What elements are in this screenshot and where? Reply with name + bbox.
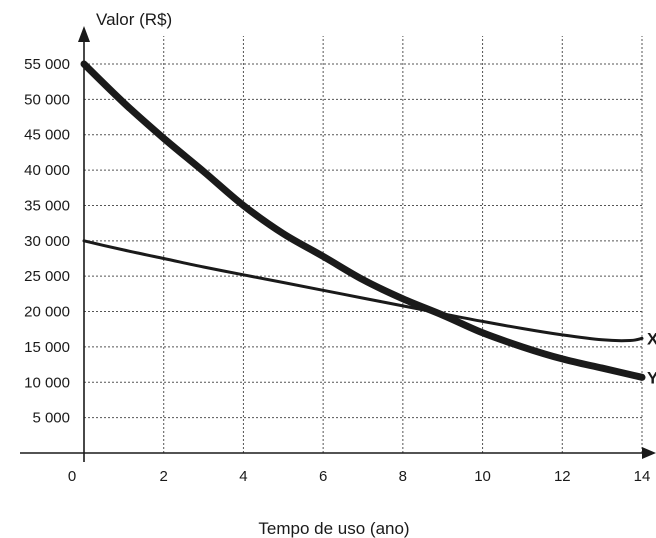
y-tick-label: 10 000 bbox=[24, 374, 70, 391]
y-axis-title: Valor (R$) bbox=[96, 10, 172, 29]
x-tick-label: 14 bbox=[634, 468, 651, 485]
labels: Valor (R$) Tempo de uso (ano) 0 2 4 6 8 10 12… bbox=[24, 10, 656, 538]
x-tick-label: 8 bbox=[399, 468, 407, 485]
x-tick-label: 6 bbox=[319, 468, 327, 485]
y-tick-label: 40 000 bbox=[24, 162, 70, 179]
x-tick-label: 12 bbox=[554, 468, 571, 485]
y-tick-label: 35 000 bbox=[24, 197, 70, 214]
y-tick-label: 25 000 bbox=[24, 268, 70, 285]
series-label-y: Y bbox=[647, 368, 656, 387]
x-tick-label: 2 bbox=[160, 468, 168, 485]
y-tick-label: 50 000 bbox=[24, 91, 70, 108]
series-layer bbox=[80, 60, 646, 381]
y-tick-label: 20 000 bbox=[24, 304, 70, 321]
grid bbox=[84, 36, 643, 453]
x-axis-arrow-icon bbox=[642, 447, 656, 459]
series-line-x bbox=[82, 239, 644, 343]
y-tick-label: 30 000 bbox=[24, 233, 70, 250]
x-axis-title: Tempo de uso (ano) bbox=[258, 519, 409, 538]
y-tick-label: 5 000 bbox=[32, 410, 70, 427]
origin-label: 0 bbox=[68, 468, 76, 485]
x-tick-label: 4 bbox=[239, 468, 247, 485]
y-tick-label: 15 000 bbox=[24, 339, 70, 356]
y-tick-label: 45 000 bbox=[24, 127, 70, 144]
y-axis-arrow-icon bbox=[78, 26, 90, 42]
y-tick-label: 55 000 bbox=[24, 56, 70, 73]
axes bbox=[20, 26, 656, 462]
x-tick-label: 10 bbox=[474, 468, 491, 485]
series-line-y bbox=[80, 60, 646, 381]
series-label-x: X bbox=[647, 329, 656, 348]
